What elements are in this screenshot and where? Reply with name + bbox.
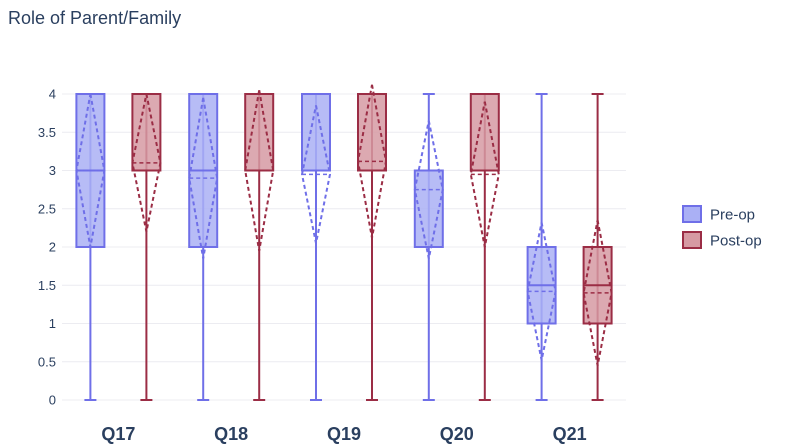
legend-item-pre-op[interactable]: Pre-op bbox=[682, 205, 755, 224]
box-q19-post-op[interactable] bbox=[356, 84, 388, 401]
y-tick-label: 3.5 bbox=[38, 125, 56, 140]
x-tick-label: Q19 bbox=[327, 424, 361, 444]
sd-diamond bbox=[131, 93, 162, 232]
legend-swatch bbox=[682, 205, 702, 223]
legend-item-post-op[interactable]: Post-op bbox=[682, 231, 762, 250]
sd-diamond bbox=[356, 84, 388, 239]
box-iqr bbox=[131, 93, 162, 172]
y-tick-label: 0.5 bbox=[38, 354, 56, 369]
box-q19-pre-op[interactable] bbox=[300, 93, 332, 401]
sd-diamond bbox=[300, 105, 332, 244]
y-axis-ticks: 0 0.5 1 1.5 2 2.5 3 3.5 4 bbox=[38, 87, 56, 408]
box-q17-pre-op[interactable] bbox=[75, 93, 106, 401]
y-tick-label: 4 bbox=[49, 87, 56, 102]
box-q21-pre-op[interactable] bbox=[526, 93, 557, 401]
sd-diamond bbox=[188, 97, 219, 259]
sd-diamond bbox=[582, 220, 613, 366]
boxes bbox=[75, 84, 613, 401]
y-tick-label: 3 bbox=[49, 163, 56, 178]
sd-diamond bbox=[469, 101, 500, 248]
box-q20-post-op[interactable] bbox=[469, 93, 500, 401]
box-iqr bbox=[244, 93, 275, 172]
sd-diamond bbox=[75, 93, 106, 248]
legend-label: Pre-op bbox=[710, 207, 755, 224]
chart-title: Role of Parent/Family bbox=[8, 8, 181, 28]
y-tick-label: 1 bbox=[49, 316, 56, 331]
legend-swatch bbox=[682, 231, 702, 249]
x-axis-ticks: Q17 Q18 Q19 Q20 Q21 bbox=[101, 424, 586, 444]
x-tick-label: Q20 bbox=[440, 424, 474, 444]
box-iqr bbox=[413, 169, 444, 248]
y-tick-label: 1.5 bbox=[38, 278, 56, 293]
y-tick-label: 2 bbox=[49, 240, 56, 255]
legend[interactable]: Pre-op Post-op bbox=[682, 205, 762, 250]
box-q18-pre-op[interactable] bbox=[188, 93, 219, 401]
x-tick-label: Q21 bbox=[553, 424, 587, 444]
box-q17-post-op[interactable] bbox=[131, 93, 162, 401]
box-q20-pre-op[interactable] bbox=[413, 93, 444, 401]
y-tick-label: 2.5 bbox=[38, 201, 56, 216]
box-q18-post-op[interactable] bbox=[244, 90, 275, 401]
x-tick-label: Q17 bbox=[101, 424, 135, 444]
y-tick-label: 0 bbox=[49, 393, 56, 408]
sd-diamond bbox=[413, 120, 444, 259]
sd-diamond bbox=[244, 90, 275, 251]
box-iqr bbox=[357, 93, 387, 172]
legend-label: Post-op bbox=[710, 233, 762, 250]
sd-diamond bbox=[526, 222, 557, 361]
x-tick-label: Q18 bbox=[214, 424, 248, 444]
box-q21-post-op[interactable] bbox=[582, 93, 613, 401]
